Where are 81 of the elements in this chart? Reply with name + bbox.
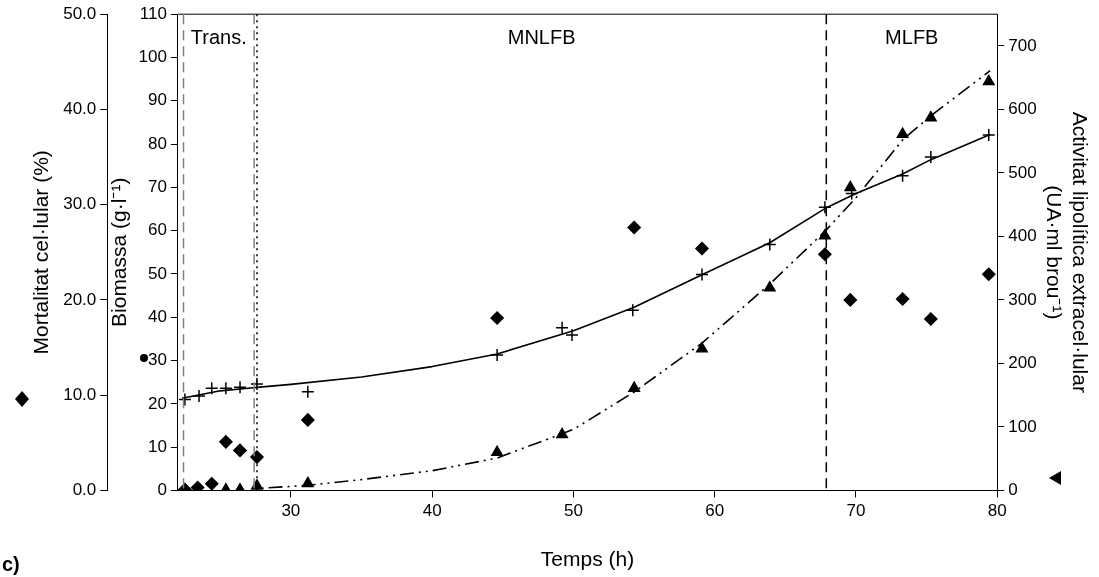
y2-tick-label: 700 [1008, 35, 1037, 55]
point [565, 328, 579, 342]
y2-tick-label: 600 [1008, 99, 1037, 119]
y-tick-label: 30 [147, 350, 167, 370]
point [205, 381, 219, 395]
x-axis-title: Temps (h) [540, 547, 635, 571]
y2-tick-label: 300 [1008, 289, 1037, 309]
annotation: Trans. [190, 25, 247, 48]
annotation: MNLFB [507, 25, 576, 48]
y2-tick-label: 400 [1008, 226, 1037, 246]
point [695, 241, 709, 256]
y-axis-title: Biomassa (g·l⁻¹) [106, 177, 130, 327]
y3-tick-label: 40.0 [63, 99, 97, 119]
point [818, 229, 831, 240]
y-tick-label: 100 [138, 47, 167, 67]
x-tick-label: 70 [846, 501, 866, 521]
y-tick-label: 20 [147, 393, 167, 413]
x-tick-label: 30 [281, 501, 301, 521]
point [190, 480, 205, 491]
y2-tick-label: 200 [1008, 353, 1037, 373]
point [301, 476, 314, 488]
point [924, 312, 938, 326]
point [982, 267, 996, 281]
y-tick-label: 80 [147, 133, 167, 153]
y-tick-label: 40 [147, 306, 167, 326]
x-tick-label: 40 [422, 501, 442, 521]
point [301, 413, 315, 427]
annotation: MLFB [885, 25, 939, 48]
point [205, 476, 219, 491]
y-tick-label: 110 [139, 3, 167, 23]
point [763, 237, 777, 252]
point [219, 381, 233, 395]
text: c) [2, 552, 20, 575]
y3-tick-label: 10.0 [63, 384, 97, 404]
point [818, 247, 832, 261]
point [696, 342, 708, 353]
point [843, 293, 858, 307]
point [818, 200, 832, 215]
point [250, 450, 264, 464]
point [555, 320, 569, 335]
y-tick-label: 10 [147, 436, 167, 456]
y3-tick-label: 0.0 [72, 480, 97, 500]
point [491, 445, 504, 457]
y2-axis-title: Activitat lipolítica extracel·lular (UA·ml brou⁻¹) [1043, 111, 1092, 393]
y-tick-label: 90 [147, 90, 167, 110]
point [490, 311, 504, 325]
point [895, 168, 910, 183]
y3-tick-label: 20.0 [63, 289, 97, 309]
y-tick-label: 0 [157, 480, 167, 500]
y-tick-label: 70 [147, 177, 167, 197]
y-tick-label: 60 [147, 220, 167, 240]
point [626, 303, 640, 318]
point [627, 220, 641, 235]
point [301, 384, 315, 399]
y3-tick-label: 30.0 [63, 194, 97, 214]
y2-tick-label: 500 [1008, 162, 1037, 182]
point [763, 281, 776, 292]
x-tick-label: 50 [563, 501, 583, 521]
point [556, 427, 569, 439]
y2-tick-label: 0 [1008, 480, 1018, 500]
x-tick-label: 60 [705, 501, 725, 521]
y-tick-label: 50 [147, 263, 167, 283]
point [628, 381, 641, 392]
point [233, 443, 247, 458]
point [695, 267, 709, 282]
point [192, 389, 206, 403]
point [924, 110, 937, 122]
point [982, 128, 996, 142]
x-tick-label: 80 [987, 501, 1007, 521]
point [895, 292, 910, 306]
y3-axis-title: Mortalitat cel·lular (%) [29, 150, 53, 355]
y3-tick-label: 50.0 [63, 3, 97, 23]
point [490, 348, 504, 362]
point [896, 127, 909, 138]
y2-tick-label: 100 [1008, 416, 1037, 436]
point [250, 377, 264, 391]
point [844, 180, 857, 192]
point [982, 74, 995, 86]
point [233, 380, 247, 395]
point [219, 435, 233, 449]
point [924, 150, 938, 164]
